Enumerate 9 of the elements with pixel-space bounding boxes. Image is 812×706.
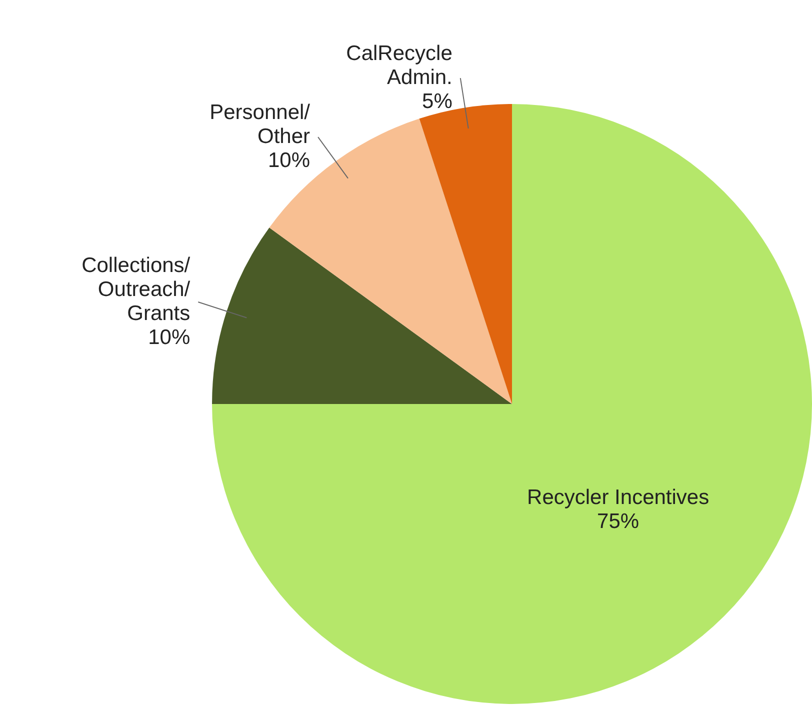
- slice-label: CalRecycle Admin.: [346, 42, 452, 90]
- data-label: 5%: [422, 90, 452, 114]
- slice-label: Recycler Incentives: [527, 486, 710, 510]
- data-label: 75%: [597, 510, 640, 534]
- data-label: 10%: [148, 326, 190, 350]
- slice-label: Collections/ Outreach/ Grants: [82, 254, 190, 326]
- slice-label: Personnel/ Other: [210, 101, 310, 148]
- pie-slice: [212, 228, 512, 404]
- data-label: 10%: [268, 149, 310, 172]
